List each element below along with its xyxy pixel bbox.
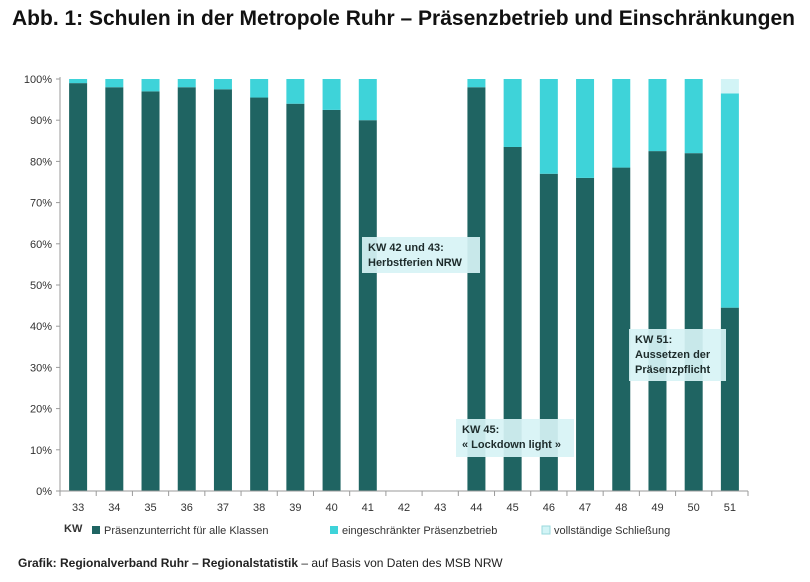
y-tick-label: 100% xyxy=(24,74,52,86)
annotation-line: Aussetzen der xyxy=(635,349,711,361)
legend-item-3: vollständige Schließung xyxy=(541,525,670,537)
legend-item-1: Präsenzunterricht für alle Klassen xyxy=(92,525,268,537)
bar-kw50-series2 xyxy=(684,79,703,154)
bar-kw37-series2 xyxy=(213,79,232,90)
y-tick-label: 90% xyxy=(30,115,52,127)
x-axis-label: KW xyxy=(64,523,83,535)
y-tick-label: 60% xyxy=(30,239,52,251)
bar-kw38-series1 xyxy=(250,97,269,491)
bar-kw51-series3 xyxy=(720,79,739,94)
x-tick-label: 43 xyxy=(434,502,446,514)
bar-kw33-series2 xyxy=(69,79,88,84)
bar-kw44-series1 xyxy=(467,87,486,492)
bar-kw36-series1 xyxy=(177,87,196,492)
legend-swatch xyxy=(330,526,338,534)
annotations-layer: KW 42 und 43: Herbstferien NRW KW 45: « Loc… xyxy=(362,237,726,457)
x-tick-label: 40 xyxy=(325,502,337,514)
bar-kw39-series2 xyxy=(286,79,305,104)
y-tick-label: 0% xyxy=(36,486,52,498)
y-tick-label: 80% xyxy=(30,156,52,168)
x-tick-label: 35 xyxy=(144,502,156,514)
bar-kw41-series2 xyxy=(358,79,377,121)
annotation-51: KW 51: Aussetzen der Präsenzpflicht xyxy=(629,329,726,381)
bar-kw45-series2 xyxy=(503,79,522,147)
bar-kw33-series1 xyxy=(69,83,88,492)
bar-kw34-series2 xyxy=(105,79,124,88)
bar-kw50-series1 xyxy=(684,153,703,491)
x-axis: 33 34 35 36 37 38 39 40 41 42 43 44 45 46 47 48 49 50 51 KW xyxy=(59,490,749,535)
annotation-line: KW 45: xyxy=(462,424,499,436)
annotation-line: « Lockdown light » xyxy=(462,439,561,451)
bar-kw38-series2 xyxy=(250,79,269,98)
source-bold: Grafik: Regionalverband Ruhr – Regionals… xyxy=(18,556,299,570)
y-tick-label: 20% xyxy=(30,404,52,416)
x-tick-label: 45 xyxy=(507,502,519,514)
bar-kw41-series1 xyxy=(358,120,377,491)
bar-kw35-series2 xyxy=(141,79,160,92)
x-tick-label: 51 xyxy=(724,502,736,514)
bar-kw51-series2 xyxy=(720,93,739,308)
x-tick-label: 36 xyxy=(181,502,193,514)
annotation-box xyxy=(456,419,574,457)
legend-label: eingeschränkter Präsenzbetrieb xyxy=(342,525,497,537)
bar-kw39-series1 xyxy=(286,103,305,491)
legend-swatch xyxy=(92,526,100,534)
y-tick-label: 10% xyxy=(30,445,52,457)
x-tick-label: 46 xyxy=(543,502,555,514)
x-tick-label: 41 xyxy=(362,502,374,514)
bar-kw44-series2 xyxy=(467,79,486,88)
x-tick-label: 39 xyxy=(289,502,301,514)
bar-kw40-series2 xyxy=(322,79,341,110)
x-tick-label: 44 xyxy=(470,502,482,514)
y-tick-label: 70% xyxy=(30,198,52,210)
bar-kw47-series2 xyxy=(576,79,595,178)
x-tick-label: 47 xyxy=(579,502,591,514)
x-tick-label: 37 xyxy=(217,502,229,514)
stacked-bar-chart: 0% 10% 20% 30% 40% 50% 60% 70% 80% 90% 100% 33 34 35… xyxy=(24,74,749,537)
bar-kw47-series1 xyxy=(576,177,595,491)
x-tick-label: 48 xyxy=(615,502,627,514)
bar-kw40-series1 xyxy=(322,109,341,492)
bar-kw37-series1 xyxy=(213,89,232,492)
y-axis: 0% 10% 20% 30% 40% 50% 60% 70% 80% 90% 100% xyxy=(24,74,61,498)
legend: Präsenzunterricht für alle Klassen einges… xyxy=(92,525,670,537)
y-tick-label: 30% xyxy=(30,362,52,374)
bar-kw34-series1 xyxy=(105,87,124,492)
annotation-43: KW 42 und 43: Herbstferien NRW xyxy=(362,237,480,273)
annotation-line: Präsenzpflicht xyxy=(635,364,711,376)
x-tick-label: 34 xyxy=(108,502,120,514)
legend-swatch xyxy=(541,525,551,535)
bar-kw35-series1 xyxy=(141,91,160,492)
y-tick-label: 50% xyxy=(30,280,52,292)
source-note: Grafik: Regionalverband Ruhr – Regionals… xyxy=(18,556,503,570)
bar-kw48-series1 xyxy=(612,167,631,491)
bar-kw48-series2 xyxy=(612,79,631,168)
bar-kw49-series2 xyxy=(648,79,667,152)
bars-layer xyxy=(69,79,739,492)
bar-kw45-series1 xyxy=(503,146,522,492)
source-rest: – auf Basis von Daten des MSB NRW xyxy=(298,556,503,570)
legend-label: Präsenzunterricht für alle Klassen xyxy=(104,525,268,537)
legend-label: vollständige Schließung xyxy=(554,525,670,537)
annotation-line: Herbstferien NRW xyxy=(368,257,463,269)
x-tick-label: 42 xyxy=(398,502,410,514)
x-tick-label: 50 xyxy=(688,502,700,514)
annotation-box xyxy=(362,237,480,273)
bar-kw46-series2 xyxy=(539,79,558,174)
annotation-line: KW 51: xyxy=(635,334,672,346)
x-tick-label: 49 xyxy=(651,502,663,514)
annotation-line: KW 42 und 43: xyxy=(368,242,444,254)
bar-kw36-series2 xyxy=(177,79,196,88)
x-tick-label: 33 xyxy=(72,502,84,514)
x-tick-label: 38 xyxy=(253,502,265,514)
annotation-45: KW 45: « Lockdown light » xyxy=(456,419,574,457)
chart-title: Abb. 1: Schulen in der Metropole Ruhr – … xyxy=(12,7,795,30)
annotation-box xyxy=(629,329,726,381)
bar-kw49-series1 xyxy=(648,151,667,491)
legend-item-2: eingeschränkter Präsenzbetrieb xyxy=(330,525,497,537)
y-tick-label: 40% xyxy=(30,321,52,333)
bar-kw46-series1 xyxy=(539,173,558,491)
